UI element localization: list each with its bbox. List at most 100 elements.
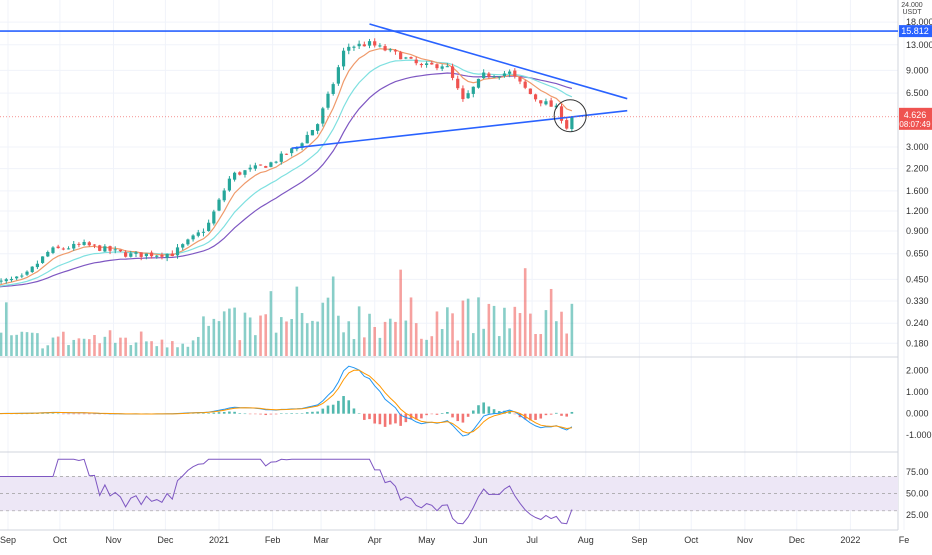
candle-body[interactable] — [274, 161, 278, 163]
candle-body[interactable] — [9, 278, 14, 281]
candle-body[interactable] — [321, 108, 325, 124]
candle-body[interactable] — [367, 41, 372, 46]
candle-body[interactable] — [15, 276, 19, 279]
candle-body[interactable] — [201, 231, 206, 233]
candle-body[interactable] — [51, 247, 55, 253]
candle-body[interactable] — [269, 162, 273, 167]
candle-body[interactable] — [409, 57, 413, 59]
candle-body[interactable] — [25, 271, 29, 275]
candle-body[interactable] — [482, 72, 486, 79]
candle-body[interactable] — [144, 253, 148, 257]
candle-body[interactable] — [160, 255, 164, 257]
candle-body[interactable] — [310, 129, 315, 136]
candle-body[interactable] — [149, 252, 154, 257]
candle-body[interactable] — [539, 100, 543, 104]
candle-body[interactable] — [456, 78, 460, 89]
candle-body[interactable] — [559, 106, 564, 121]
candle-body[interactable] — [487, 73, 491, 77]
candle-body[interactable] — [497, 76, 501, 78]
candle-body[interactable] — [113, 249, 117, 251]
candle-body[interactable] — [175, 247, 180, 256]
candle-body[interactable] — [191, 235, 195, 240]
candle-body[interactable] — [87, 242, 91, 246]
candle-body[interactable] — [533, 94, 538, 100]
candle-body[interactable] — [461, 88, 465, 100]
candle-body[interactable] — [253, 165, 257, 169]
candle-body[interactable] — [170, 253, 174, 257]
candle-body[interactable] — [430, 62, 434, 65]
candle-body[interactable] — [347, 46, 351, 51]
candle-body[interactable] — [82, 241, 86, 245]
candle-body[interactable] — [378, 45, 382, 47]
macd-pane[interactable] — [0, 365, 574, 437]
candle-body[interactable] — [336, 67, 340, 84]
rsi-pane[interactable] — [0, 458, 573, 525]
candle-body[interactable] — [232, 172, 237, 180]
trendline[interactable] — [291, 109, 628, 150]
candle-body[interactable] — [98, 245, 102, 251]
candle-body[interactable] — [352, 46, 356, 48]
candle-body[interactable] — [419, 63, 424, 66]
candle-body[interactable] — [362, 44, 366, 47]
candle-body[interactable] — [305, 134, 309, 144]
candle-body[interactable] — [129, 253, 133, 257]
candle-body[interactable] — [165, 253, 169, 258]
candle-body[interactable] — [124, 252, 128, 257]
candle-body[interactable] — [404, 57, 408, 59]
candle-body[interactable] — [554, 105, 558, 108]
candle-body[interactable] — [40, 256, 45, 263]
candle-body[interactable] — [238, 172, 242, 175]
candle-body[interactable] — [300, 143, 304, 148]
candle-body[interactable] — [326, 93, 330, 108]
candle-body[interactable] — [471, 86, 475, 94]
candle-body[interactable] — [139, 252, 143, 257]
candle-body[interactable] — [383, 46, 387, 51]
candle-body[interactable] — [196, 232, 200, 236]
candle-body[interactable] — [399, 52, 403, 60]
candle-body[interactable] — [61, 248, 65, 250]
candlesticks[interactable] — [0, 38, 574, 290]
candle-body[interactable] — [331, 84, 335, 94]
candle-body[interactable] — [290, 148, 294, 154]
highlight-circle[interactable] — [553, 99, 587, 133]
candle-body[interactable] — [549, 100, 553, 107]
candle-body[interactable] — [393, 50, 398, 52]
candle-body[interactable] — [103, 246, 107, 252]
candle-body[interactable] — [92, 244, 97, 246]
candle-body[interactable] — [207, 222, 211, 232]
candle-body[interactable] — [186, 239, 190, 245]
candle-body[interactable] — [77, 243, 81, 245]
candle-body[interactable] — [508, 71, 512, 74]
candle-body[interactable] — [528, 88, 532, 95]
candle-body[interactable] — [565, 120, 569, 129]
candle-body[interactable] — [502, 73, 507, 76]
candle-body[interactable] — [424, 63, 429, 65]
candle-body[interactable] — [492, 76, 496, 78]
candle-body[interactable] — [388, 49, 392, 51]
candle-body[interactable] — [258, 164, 263, 166]
candle-body[interactable] — [118, 249, 123, 252]
candle-body[interactable] — [155, 255, 159, 257]
candle-body[interactable] — [518, 77, 522, 82]
candle-body[interactable] — [227, 178, 232, 191]
candle-body[interactable] — [373, 41, 377, 46]
candle-body[interactable] — [30, 266, 34, 273]
candle-body[interactable] — [243, 170, 247, 175]
trendline[interactable] — [369, 23, 628, 100]
candle-body[interactable] — [66, 248, 71, 250]
candle-body[interactable] — [0, 280, 3, 282]
candle-body[interactable] — [264, 166, 268, 168]
candle-body[interactable] — [72, 243, 76, 249]
candle-body[interactable] — [134, 252, 138, 254]
candle-body[interactable] — [279, 153, 283, 162]
candle-body[interactable] — [217, 199, 221, 211]
candle-body[interactable] — [316, 124, 320, 131]
candle-body[interactable] — [476, 78, 481, 88]
candle-body[interactable] — [4, 279, 8, 282]
candle-body[interactable] — [35, 263, 40, 268]
candle-body[interactable] — [513, 70, 517, 77]
drawings[interactable] — [0, 23, 898, 150]
candle-body[interactable] — [56, 246, 60, 249]
